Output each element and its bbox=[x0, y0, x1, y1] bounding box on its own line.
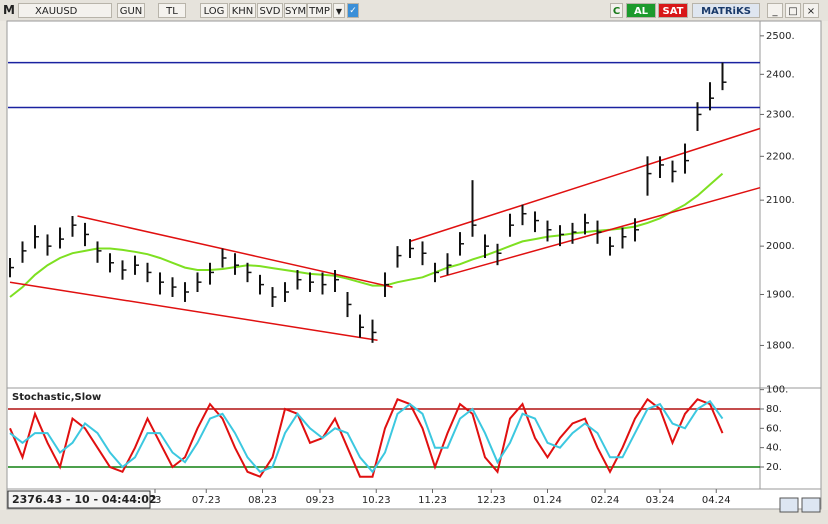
status-box bbox=[7, 490, 151, 509]
x-tick-label: 04.24 bbox=[702, 495, 731, 506]
x-tick-label: 09.23 bbox=[306, 495, 335, 506]
panel-title: Stochastic,Slow bbox=[12, 392, 101, 403]
x-tick-label: 12.23 bbox=[477, 495, 506, 506]
x-tick-label: 02.24 bbox=[591, 495, 620, 506]
x-tick-label: 03.24 bbox=[646, 495, 675, 506]
y-tick-label: 20. bbox=[766, 462, 782, 473]
toolbar-button[interactable]: SVD bbox=[257, 3, 283, 18]
settings-button[interactable] bbox=[801, 497, 821, 513]
maximize-button[interactable]: □ bbox=[785, 3, 801, 18]
close-button[interactable]: × bbox=[803, 3, 819, 18]
brand: MATRiKS bbox=[692, 3, 760, 18]
bottom-bar bbox=[0, 510, 828, 524]
status-text: 2376.43 - 10 - 04:44:02 bbox=[12, 493, 157, 506]
toolbar-button[interactable]: GUN bbox=[117, 3, 145, 18]
minimize-button[interactable]: _ bbox=[767, 3, 783, 18]
logo: M bbox=[3, 3, 15, 17]
y-tick-label: 2200. bbox=[766, 151, 795, 162]
y-tick-label: 2400. bbox=[766, 69, 795, 80]
dropdown-arrow[interactable]: ▼ bbox=[333, 3, 345, 18]
trend-line bbox=[409, 127, 761, 243]
c-button[interactable]: C bbox=[610, 3, 623, 18]
x-tick-label: 11.23 bbox=[418, 495, 447, 506]
check-box[interactable]: ✓ bbox=[347, 3, 359, 18]
toolbar-button[interactable]: TL bbox=[158, 3, 186, 18]
y-tick-label: 100. bbox=[766, 385, 788, 396]
y-tick-label: 2100. bbox=[766, 195, 795, 206]
toolbar-button[interactable]: LOG bbox=[200, 3, 228, 18]
y-tick-label: 1800. bbox=[766, 340, 795, 351]
symbol-box[interactable]: XAUUSD bbox=[18, 3, 112, 18]
y-tick-label: 60. bbox=[766, 423, 782, 434]
moving-average bbox=[9, 172, 724, 298]
x-tick-label: 07.23 bbox=[192, 495, 221, 506]
plot: 1800. 1900. 2000. 2100. 2200. 2300. 2400. 2500.… bbox=[8, 31, 795, 506]
buy-button[interactable]: AL bbox=[626, 3, 656, 18]
x-tick-label: 10.23 bbox=[362, 495, 391, 506]
y-tick-label: 2000. bbox=[766, 241, 795, 252]
y-tick-label: 1900. bbox=[766, 289, 795, 300]
stoch-panel bbox=[6, 387, 822, 490]
y-tick-label: 80. bbox=[766, 404, 782, 415]
stoch-line bbox=[9, 399, 724, 474]
toolbar-button[interactable]: SYM bbox=[284, 3, 307, 18]
y-tick-label: 2300. bbox=[766, 109, 795, 120]
y-tick-label: 2500. bbox=[766, 31, 795, 42]
x-tick-label: 23 bbox=[149, 495, 162, 506]
trend-line bbox=[77, 215, 393, 288]
y-tick-label: 40. bbox=[766, 443, 782, 454]
toolbar-button[interactable]: KHN bbox=[229, 3, 256, 18]
refresh-button[interactable] bbox=[779, 497, 799, 513]
x-axis-strip bbox=[6, 488, 822, 510]
trend-line bbox=[9, 281, 378, 341]
x-tick-label: 01.24 bbox=[533, 495, 562, 506]
toolbar-button[interactable]: TMP bbox=[307, 3, 332, 18]
stoch-line bbox=[9, 397, 724, 478]
x-tick-label: 08.23 bbox=[248, 495, 277, 506]
sell-button[interactable]: SAT bbox=[658, 3, 688, 18]
